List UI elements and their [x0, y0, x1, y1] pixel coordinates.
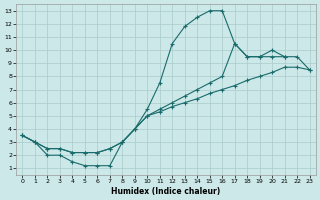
X-axis label: Humidex (Indice chaleur): Humidex (Indice chaleur)	[111, 187, 221, 196]
